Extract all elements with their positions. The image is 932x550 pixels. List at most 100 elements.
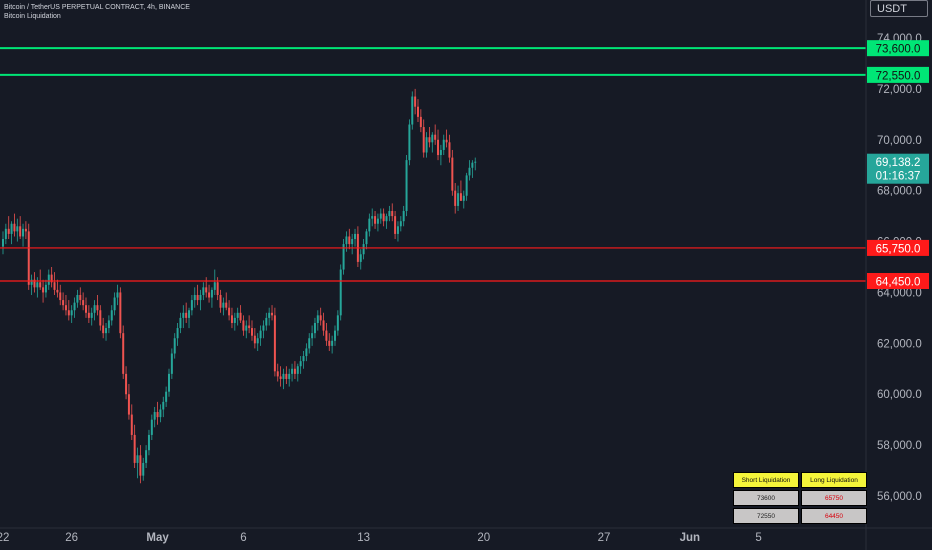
long-liquidation-value: 65750 [801, 490, 867, 506]
x-tick-label: 22 [0, 532, 9, 544]
candle-body [73, 302, 76, 311]
y-tick-label: 72,000.0 [877, 84, 922, 96]
candle-body [64, 305, 67, 311]
candle-body [291, 368, 294, 374]
candle-body [193, 294, 196, 301]
candle-body [365, 231, 368, 245]
candle-body [113, 297, 116, 311]
candle-body [282, 373, 285, 379]
candle-body [205, 287, 208, 293]
candle-body [228, 307, 231, 316]
candle-body [179, 317, 182, 329]
candle-body [116, 292, 119, 298]
candle-body [142, 462, 145, 476]
candle-body [199, 294, 202, 301]
candle-body [47, 274, 50, 285]
liquidation-levels [0, 47, 866, 282]
candle-body [439, 149, 442, 156]
y-tick-label: 62,000.0 [877, 338, 922, 350]
candle-body [428, 137, 431, 143]
indicator-title: Bitcoin Liquidation [4, 13, 61, 20]
candle-body [250, 328, 253, 336]
candle-body [411, 96, 414, 125]
candle-body [236, 312, 239, 318]
short-liquidation-value: 73600 [733, 490, 799, 506]
candle-body [276, 371, 279, 377]
candle-body [256, 338, 259, 344]
candle-body [67, 310, 70, 316]
candle-body [30, 279, 33, 285]
candle-body [342, 244, 345, 270]
candle-body [165, 391, 168, 402]
candle-body [448, 142, 451, 158]
candle-body [22, 228, 25, 237]
candle-body [10, 223, 13, 234]
candle-body [176, 328, 179, 339]
candle-body [53, 282, 56, 290]
candle-body [305, 348, 308, 357]
candle-body [127, 394, 130, 415]
candle-body [465, 175, 468, 196]
candle-body [33, 279, 36, 288]
candle-body [133, 434, 136, 463]
candle-body [422, 127, 425, 153]
candle-body [76, 294, 79, 303]
x-tick-label: May [146, 532, 169, 544]
candle-body [145, 450, 148, 463]
candle-body [82, 300, 85, 306]
candle-body [359, 254, 362, 262]
candle-body [451, 157, 454, 191]
candle-body [70, 310, 73, 316]
y-tick-label: 70,000.0 [877, 135, 922, 147]
candle-body [405, 160, 408, 212]
candle-body [388, 211, 391, 217]
x-tick-label: 27 [598, 532, 611, 544]
candle-body [311, 333, 314, 339]
level-price-label: 72,550.0 [876, 70, 921, 82]
candle-body [107, 320, 110, 329]
candle-body [225, 302, 228, 308]
candle-body [445, 139, 448, 143]
candle-body [308, 338, 311, 349]
candle-body [44, 284, 47, 293]
candle-body [474, 161, 477, 163]
candle-body [379, 213, 382, 219]
candle-body [374, 216, 377, 224]
candle-body [239, 312, 242, 321]
candle-body [302, 356, 305, 362]
level-price-badge [867, 272, 929, 289]
candle-body [414, 96, 417, 107]
candle-body [419, 116, 422, 128]
candle-body [434, 134, 437, 140]
candle-body [170, 353, 173, 374]
candle-body [84, 305, 87, 313]
candle-body [162, 401, 165, 410]
x-tick-label: 6 [240, 532, 246, 544]
candle-body [271, 312, 274, 316]
candle-body [431, 134, 434, 143]
candle-body [99, 310, 102, 326]
x-tick-label: Jun [680, 532, 700, 544]
currency-selector[interactable]: USDT [870, 0, 928, 17]
short-liquidation-value: 72550 [733, 508, 799, 524]
candle-body [313, 322, 316, 334]
x-tick-label: 5 [755, 532, 761, 544]
candle-body [285, 373, 288, 379]
candle-body [13, 223, 16, 232]
long-liquidation-value: 64450 [801, 508, 867, 524]
candle-body [328, 340, 331, 346]
x-axis: 22 26 May 6 13 20 27 Jun 5 [0, 527, 932, 544]
candle-body [382, 213, 385, 222]
bar-countdown-label: 01:16:37 [876, 171, 921, 183]
candle-body [93, 305, 96, 313]
candle-body [331, 340, 334, 346]
chart-legend: Bitcoin / TetherUS PERPETUAL CONTRACT, 4… [4, 3, 190, 21]
candle-body [42, 287, 45, 293]
candle-body [462, 195, 465, 201]
candle-body [96, 305, 99, 311]
candle-body [119, 292, 122, 334]
candle-body [216, 282, 219, 295]
candle-body [368, 218, 371, 232]
candle-body [7, 228, 10, 234]
